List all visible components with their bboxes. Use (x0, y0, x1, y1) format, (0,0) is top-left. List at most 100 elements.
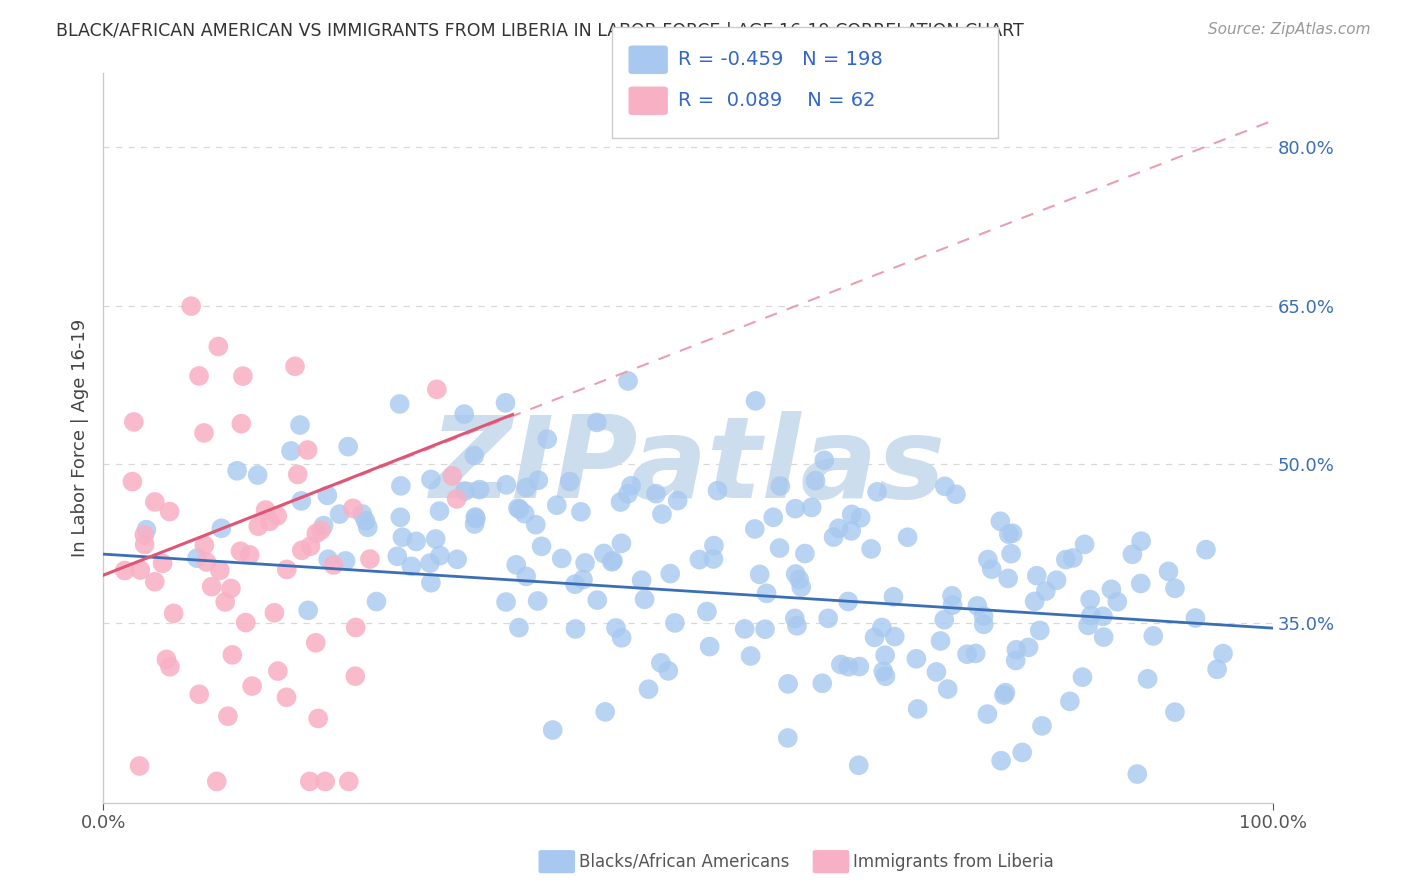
Point (1142, 629, 1164, 643)
Point (1078, 592, 1101, 607)
Text: R = -0.459   N = 198: R = -0.459 N = 198 (678, 50, 883, 70)
Point (524, 517, 547, 532)
Point (259, 514, 281, 528)
Point (551, 551, 574, 566)
Point (866, 484, 889, 499)
Point (650, 656, 672, 670)
Point (180, 299, 202, 313)
Point (155, 652, 177, 666)
Point (688, 552, 710, 566)
Point (1092, 630, 1115, 644)
Point (875, 648, 897, 663)
Point (309, 523, 332, 537)
Point (998, 527, 1021, 541)
Text: ZIPatlas: ZIPatlas (430, 411, 946, 523)
Point (530, 539, 553, 553)
Point (645, 486, 668, 500)
Point (755, 586, 778, 600)
Point (1031, 719, 1053, 733)
Point (513, 507, 536, 521)
Point (1011, 746, 1033, 760)
Point (1059, 694, 1081, 708)
Point (907, 702, 929, 716)
Point (254, 503, 277, 517)
Point (966, 599, 988, 613)
Point (429, 549, 451, 563)
Point (1005, 642, 1028, 657)
Point (994, 686, 1017, 700)
Point (659, 566, 682, 581)
Point (515, 481, 537, 495)
Point (811, 676, 834, 690)
Point (1164, 582, 1187, 596)
Point (297, 603, 319, 617)
Point (388, 397, 411, 411)
Point (942, 598, 965, 612)
Point (1004, 653, 1026, 667)
Point (875, 669, 897, 683)
Point (980, 562, 1002, 576)
Point (305, 526, 328, 541)
Point (354, 514, 377, 528)
Point (541, 723, 564, 737)
Point (1071, 670, 1094, 684)
Point (352, 507, 374, 521)
Text: R =  0.089    N = 62: R = 0.089 N = 62 (678, 91, 875, 111)
Point (965, 647, 987, 661)
Point (848, 758, 870, 772)
Point (977, 552, 1000, 566)
Point (527, 473, 550, 487)
Point (495, 396, 517, 410)
Point (1126, 767, 1149, 781)
Point (1054, 552, 1077, 566)
Point (162, 607, 184, 621)
Point (1062, 551, 1084, 566)
Point (696, 605, 718, 619)
Text: Blacks/African Americans: Blacks/African Americans (579, 853, 790, 871)
Point (778, 677, 800, 691)
Point (1073, 537, 1095, 551)
Point (768, 541, 790, 555)
Point (883, 630, 905, 644)
Text: Immigrants from Liberia: Immigrants from Liberia (853, 853, 1054, 871)
Point (221, 648, 243, 662)
Point (515, 569, 537, 583)
Point (609, 495, 631, 509)
Point (699, 640, 721, 654)
Point (288, 418, 311, 433)
Point (335, 554, 357, 568)
Point (558, 475, 581, 489)
Point (1206, 662, 1229, 676)
Point (785, 501, 807, 516)
Point (129, 563, 152, 577)
Point (600, 555, 623, 569)
Point (633, 592, 655, 607)
Point (219, 582, 242, 596)
Point (344, 620, 367, 634)
Point (630, 573, 652, 587)
Point (468, 483, 491, 497)
Point (1099, 582, 1122, 597)
Point (837, 594, 859, 608)
Point (830, 657, 852, 672)
Point (776, 731, 799, 745)
Point (1000, 547, 1022, 561)
Point (1164, 705, 1187, 719)
Point (337, 440, 360, 454)
Point (359, 552, 381, 566)
Point (217, 709, 239, 723)
Point (790, 580, 813, 594)
Point (929, 634, 952, 648)
Point (276, 562, 298, 576)
Point (298, 774, 321, 789)
Point (546, 498, 568, 512)
Point (312, 518, 335, 533)
Point (143, 574, 166, 589)
Point (357, 520, 380, 534)
Point (988, 514, 1011, 528)
Point (945, 487, 967, 501)
Point (617, 374, 640, 388)
Point (526, 594, 548, 608)
Point (637, 682, 659, 697)
Point (425, 532, 447, 546)
